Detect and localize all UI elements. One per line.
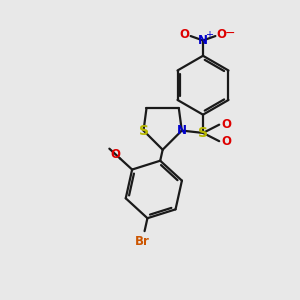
- Text: +: +: [206, 30, 214, 40]
- Text: S: S: [198, 126, 208, 140]
- Text: O: O: [110, 148, 120, 161]
- Text: N: N: [198, 34, 208, 47]
- Text: O: O: [217, 28, 227, 41]
- Text: N: N: [177, 124, 187, 137]
- Text: Br: Br: [135, 235, 150, 248]
- Text: −: −: [225, 27, 235, 40]
- Text: O: O: [222, 135, 232, 148]
- Text: O: O: [222, 118, 232, 131]
- Text: S: S: [139, 124, 148, 138]
- Text: O: O: [179, 28, 189, 41]
